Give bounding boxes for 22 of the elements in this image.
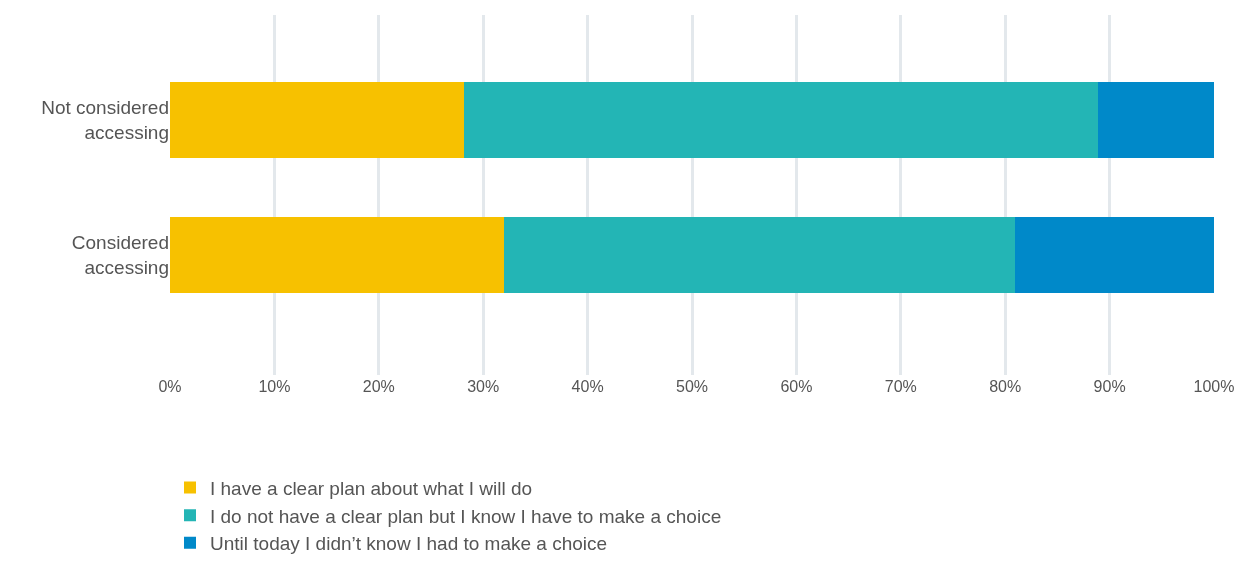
x-tick-label: 90%: [1093, 378, 1126, 395]
x-tick-label: 100%: [1193, 378, 1235, 395]
x-tick-label: 40%: [571, 378, 604, 395]
y-tick-label: Not considered accessing: [41, 97, 169, 144]
x-tick-label: 50%: [675, 378, 709, 395]
x-tick-label: 10%: [258, 378, 291, 395]
bar: [1014, 217, 1214, 293]
legend-label: I have a clear plan about what I will do: [210, 477, 533, 499]
x-tick-label: 30%: [467, 378, 500, 395]
bar: [170, 217, 505, 293]
x-tick-label: 20%: [362, 378, 395, 395]
x-tick-label: 0%: [158, 378, 182, 395]
legend-label: Until today I didn’t know I had to make a choice: [210, 533, 608, 555]
x-tick-label: 70%: [884, 378, 917, 395]
bar: [504, 217, 1015, 293]
x-tick-label: 60%: [780, 378, 813, 395]
x-tick-label: 80%: [989, 378, 1022, 395]
legend-label: I do not have a clear plan but I know I have to make a choice: [210, 505, 722, 527]
bar: [170, 82, 465, 158]
bar: [1098, 82, 1214, 158]
bar: [464, 82, 1099, 158]
y-tick-label: Considered accessing: [71, 232, 169, 278]
